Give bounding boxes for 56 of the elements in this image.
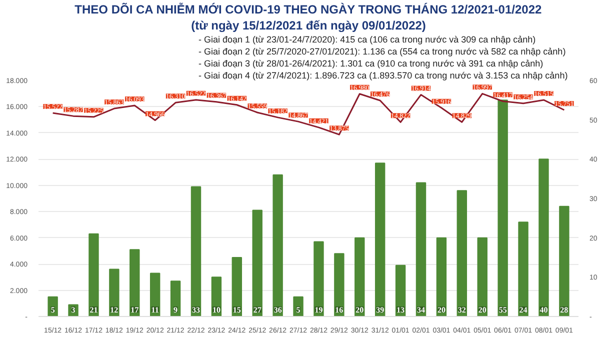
bar: [190, 186, 202, 316]
data-label: 39: [376, 306, 384, 314]
data-label: 40: [540, 306, 548, 314]
data-label: 19: [314, 306, 323, 314]
data-label: 17: [130, 306, 139, 314]
bar: [293, 296, 304, 316]
chart-subtitle: (từ ngày 15/12/2021 đến ngày 09/01/2022): [191, 18, 426, 32]
bar: [272, 174, 283, 316]
bar: [436, 237, 447, 316]
data-label: 20: [437, 306, 446, 314]
bar: [518, 222, 528, 316]
text: - Giai đoạn 3 (từ 28/01-26/4/2021): 1.301 ca (910 ca trong nước và 391 ca nhập cảnh): [198, 58, 544, 68]
data-label: 20: [478, 306, 486, 314]
data-label: 5: [296, 306, 300, 314]
data-label: 12: [110, 306, 118, 314]
data-label: 20: [356, 306, 364, 314]
data-label: 5: [50, 306, 55, 314]
bar: [416, 182, 426, 316]
bar: [374, 162, 386, 316]
bar: [395, 264, 406, 316]
text: - Giai đoạn 2 (từ 25/7/2020-27/01/2021): 1.136 ca (554 ca trong nước và 582 ca nhập cảnh): [198, 46, 566, 56]
data-label: 13: [396, 306, 405, 314]
data-label: 36: [274, 306, 282, 314]
bar: [232, 257, 242, 316]
bar: [354, 237, 365, 316]
data-label: 28: [560, 306, 568, 314]
bar: [150, 272, 160, 316]
bar: [252, 210, 262, 316]
data-label: 24: [519, 306, 528, 314]
bar: [477, 237, 488, 316]
annotation: - Giai đoạn 4 (từ 27/4/2021): 1.896.723 ca (1.893.570 ca trong nước và 3.153 ca nhập cảnh): [198, 70, 568, 80]
data-label: 3: [71, 306, 76, 314]
bar: [538, 158, 549, 316]
data-label: 34: [417, 306, 425, 314]
bar: [456, 190, 468, 316]
bar: [130, 249, 140, 316]
bar: [109, 268, 120, 316]
bar: [559, 206, 570, 316]
chart-title: THEO DÕI CA NHIỄM MỚI COVID-19 THEO NGÀY TRONG THÁNG 12/2021-01/2022: [74, 2, 542, 16]
data-label: 16: [335, 306, 344, 314]
data-label: 21: [90, 306, 98, 314]
bar: [314, 241, 324, 316]
data-label: 27: [253, 306, 262, 314]
text: - Giai đoạn 1 (từ 23/01-24/7/2020): 415 ca (106 ca trong nước và 309 ca nhập cảnh): [198, 34, 536, 44]
data-label: 10: [212, 306, 220, 314]
bar: [498, 100, 508, 316]
data-label: 32: [458, 306, 466, 314]
data-label: 11: [151, 306, 159, 314]
bar: [48, 296, 58, 316]
data-label: 15: [232, 306, 241, 314]
bar: [170, 280, 181, 316]
bar: [88, 233, 99, 316]
bar: [334, 253, 344, 316]
data-label: 33: [192, 306, 200, 314]
data-label: 9: [174, 306, 178, 314]
data-label: 55: [498, 306, 507, 314]
